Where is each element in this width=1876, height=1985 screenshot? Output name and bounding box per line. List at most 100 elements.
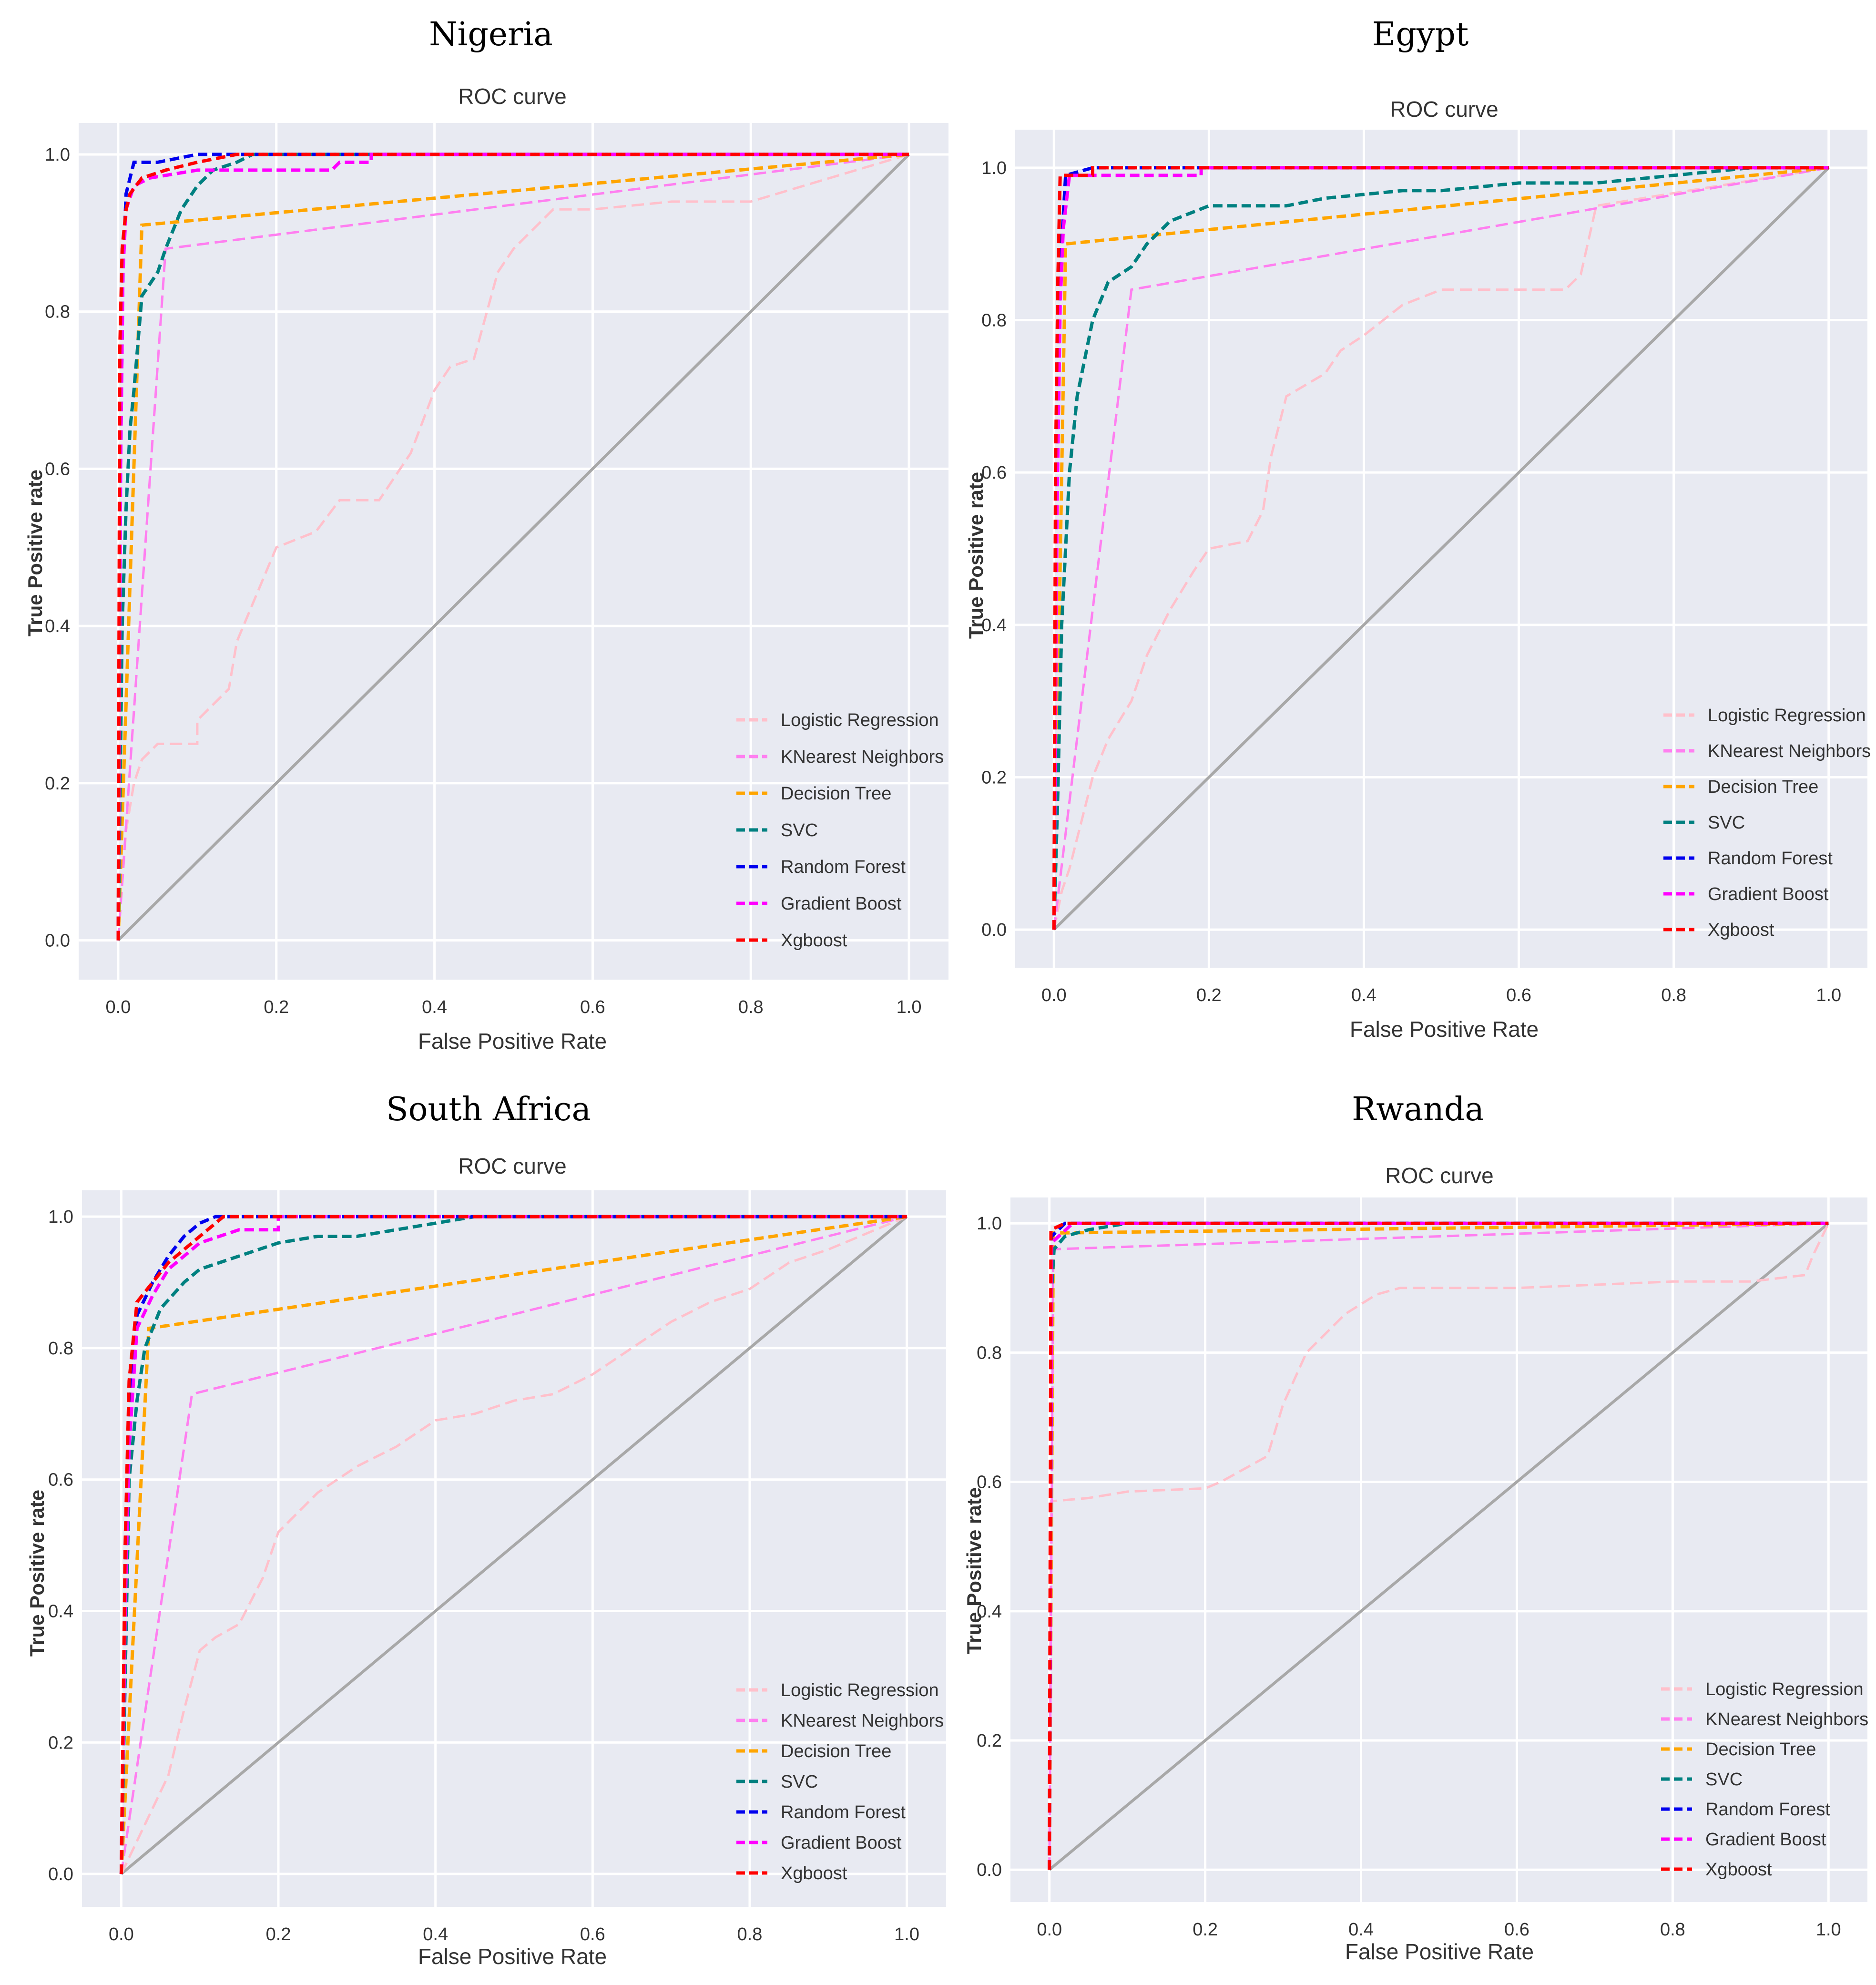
chance-diagonal [1053,166,1830,931]
y-tick-label: 1.0 [977,1214,1002,1234]
series-line-xgboost [119,1215,907,1874]
legend-label: SVC [781,820,818,840]
series-line-gradient-boost [116,153,909,941]
legend-label: Xgboost [781,931,847,951]
x-axis-label: False Positive Rate [418,1029,607,1054]
x-tick-label: 1.0 [1816,985,1841,1005]
country-title: Nigeria [429,16,553,53]
x-tick-label: 0.8 [738,997,764,1017]
x-tick-label: 0.4 [1351,985,1376,1005]
y-tick-label: 0.8 [45,302,70,322]
y-tick-label: 0.4 [977,1602,1002,1622]
country-title: South Africa [386,1091,591,1128]
x-tick-label: 0.8 [1660,1920,1685,1940]
x-tick-label: 1.0 [1816,1920,1841,1940]
x-tick-label: 0.4 [423,1924,448,1944]
y-tick-label: 0.6 [981,463,1007,483]
x-axis-label: False Positive Rate [418,1944,607,1969]
plot-area: 0.0 0.2 0.4 0.6 0.8 1.0 0.0 0.2 0.4 0.6 0.8 1.0 Logi… [48,1190,946,1944]
x-tick-label: 0.4 [1348,1920,1374,1940]
legend-label: Random Forest [1708,849,1833,869]
legend-label: Logistic Regression [781,710,939,730]
x-tick-label: 0.8 [737,1924,763,1944]
x-tick-label: 0.6 [580,1924,605,1944]
chart-title: ROC curve [1390,97,1498,122]
x-tick-label: 0.6 [580,997,605,1017]
series-line-decision-tree [116,153,909,941]
x-axis-label: False Positive Rate [1345,1939,1534,1964]
panel-rwanda: Rwanda ROC curve False Positive Rate Tru… [963,1091,1868,1964]
legend-label: Gradient Boost [781,894,902,914]
plot-area: 0.0 0.2 0.4 0.6 0.8 1.0 0.0 0.2 0.4 0.6 0.8 1.0 Logi… [981,130,1871,1005]
legend-label: Gradient Boost [1705,1830,1826,1850]
x-axis-label: False Positive Rate [1350,1017,1539,1042]
x-tick-label: 0.0 [1041,985,1067,1005]
x-tick-label: 0.4 [422,997,447,1017]
y-axis-label: True Positive rate [24,470,46,636]
y-tick-label: 1.0 [48,1207,73,1227]
legend-label: Random Forest [781,1802,906,1822]
legend-label: Decision Tree [781,1741,891,1761]
legend-label: SVC [781,1772,818,1792]
series-line-decision-tree [119,1215,907,1874]
legend-label: Logistic Regression [1705,1679,1864,1699]
y-tick-label: 1.0 [45,145,70,165]
x-tick-label: 1.0 [894,1924,919,1944]
x-tick-label: 0.2 [266,1924,291,1944]
y-tick-label: 0.6 [977,1473,1002,1493]
legend-label: Xgboost [1708,920,1774,940]
y-axis-label: True Positive rate [963,1487,985,1654]
legend-label: Decision Tree [781,784,891,804]
y-tick-label: 0.8 [48,1339,73,1359]
series-line-logistic-regression [1048,1223,1830,1870]
y-tick-label: 0.4 [45,616,70,636]
legend-label: Xgboost [781,1863,847,1883]
panel-egypt: Egypt ROC curve False Positive Rate True… [965,16,1871,1042]
country-title: Rwanda [1352,1091,1484,1128]
series-line-logistic-regression [117,153,909,941]
x-tick-label: 0.6 [1506,985,1531,1005]
series-line-xgboost [1048,1221,1829,1870]
y-axis-label: True Positive rate [965,472,987,639]
legend-label: KNearest Neighbors [781,1711,944,1731]
series-line-logistic-regression [120,1215,907,1875]
y-tick-label: 0.0 [981,920,1007,940]
y-tick-label: 0.2 [977,1731,1002,1751]
chart-title: ROC curve [1385,1163,1493,1188]
series-line-gradient-boost [1052,166,1829,930]
legend-label: Decision Tree [1708,777,1818,797]
series-line-xgboost [1052,166,1829,930]
chance-diagonal [120,1215,908,1875]
series-line-logistic-regression [1052,166,1829,930]
x-tick-label: 0.0 [1037,1920,1062,1940]
y-tick-label: 0.0 [977,1860,1002,1880]
x-tick-label: 1.0 [897,997,922,1017]
y-tick-label: 0.6 [48,1470,73,1490]
legend-label: Random Forest [1705,1800,1830,1820]
series-line-svc [1052,166,1829,930]
y-tick-label: 1.0 [981,158,1007,178]
legend-label: Gradient Boost [781,1833,902,1853]
chance-diagonal [1048,1222,1830,1871]
x-tick-label: 0.2 [264,997,289,1017]
x-tick-label: 0.2 [1193,1920,1218,1940]
legend-label: Random Forest [781,857,906,877]
y-axis-label: True Positive rate [26,1490,48,1657]
chart-title: ROC curve [458,1154,566,1178]
y-tick-label: 0.6 [45,459,70,479]
series-line-svc [119,1215,907,1874]
y-tick-label: 0.4 [981,615,1007,635]
plot-area: 0.0 0.2 0.4 0.6 0.8 1.0 0.0 0.2 0.4 0.6 0.8 1.0 Logi… [45,123,948,1017]
y-tick-label: 0.2 [981,767,1007,788]
series-line-knearest-neighbors [117,153,909,941]
x-tick-label: 0.8 [1661,985,1686,1005]
y-tick-label: 0.8 [977,1343,1002,1363]
legend-label: SVC [1708,813,1745,833]
y-tick-label: 0.8 [981,311,1007,331]
x-tick-label: 0.2 [1196,985,1222,1005]
legend-label: Gradient Boost [1708,884,1829,904]
panel-nigeria: Nigeria ROC curve False Positive Rate Tr… [24,16,948,1054]
legend-label: SVC [1705,1770,1743,1790]
country-title: Egypt [1372,16,1468,53]
